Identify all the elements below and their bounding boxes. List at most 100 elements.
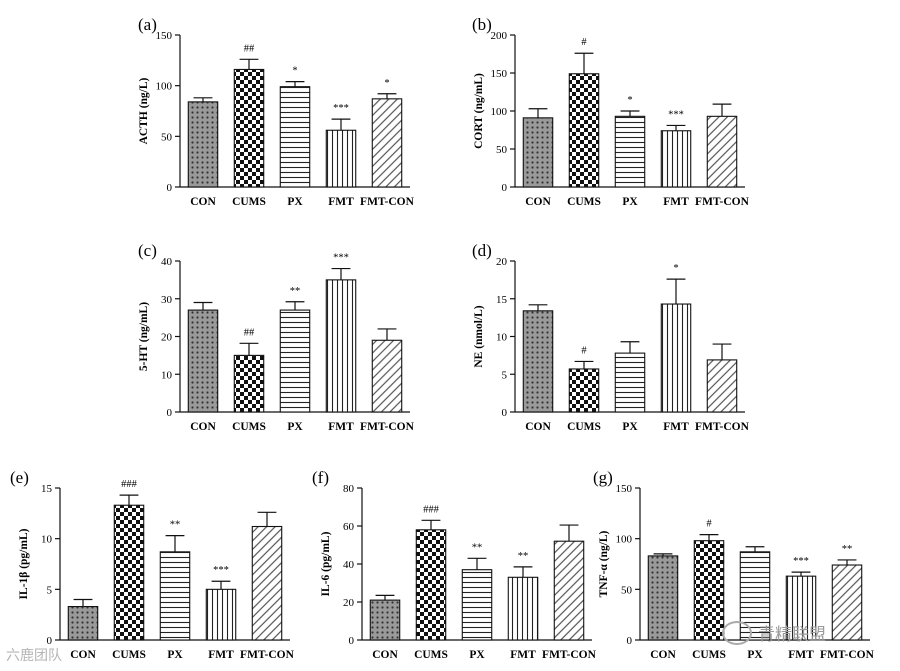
panel-label: (f) <box>312 468 329 487</box>
bar-fmt <box>785 575 817 641</box>
y-tick-label: 50 <box>161 131 173 143</box>
panel-label: (a) <box>138 15 157 34</box>
chart-panel-3: (c) 0 10 20 30 40 5-HT (ng/mL) CON ## CUMS ** PX ***… <box>138 241 415 433</box>
y-axis-label: IL-1β (pg/mL) <box>18 528 30 599</box>
bar-con <box>647 555 679 641</box>
y-tick-label: 10 <box>496 332 508 344</box>
x-tick-label: PX <box>469 649 485 661</box>
bar-fmt <box>507 576 539 641</box>
panel-label: (b) <box>472 15 492 34</box>
panel-label: (c) <box>138 241 157 260</box>
bar-fmt <box>205 588 237 641</box>
significance-label: * <box>627 95 632 106</box>
y-tick-label: 0 <box>627 635 633 647</box>
y-tick-label: 0 <box>349 635 355 647</box>
x-tick-label: CON <box>190 196 216 208</box>
y-tick-label: 20 <box>496 256 508 268</box>
bar-cums <box>568 368 600 413</box>
chart-panel-1: (a) 0 50 100 150 ACTH (ng/L) CON ## CUMS * PX *** FM… <box>138 15 415 208</box>
x-tick-label: PX <box>747 649 763 661</box>
y-tick-label: 100 <box>156 81 173 93</box>
x-tick-label: FMT-CON <box>360 421 415 433</box>
x-tick-label: FMT-CON <box>695 421 750 433</box>
bar-px <box>614 352 646 413</box>
significance-label: ** <box>842 544 853 555</box>
chart-panel-4: (d) 0 5 10 15 20 NE (nmol/L) CON # CUMS PX * FMT FMT-… <box>472 241 750 433</box>
x-tick-label: PX <box>287 196 303 208</box>
y-tick-label: 0 <box>502 182 508 194</box>
significance-label: # <box>581 345 587 356</box>
panel-label: (e) <box>10 468 29 487</box>
bar-cums <box>693 540 725 641</box>
watermark-bottom-left: 六鹿团队 <box>6 648 62 664</box>
y-tick-label: 10 <box>161 369 173 381</box>
significance-label: ### <box>423 504 440 515</box>
x-tick-label: PX <box>167 649 183 661</box>
bar-con <box>522 117 554 188</box>
y-axis-label: 5-HT (ng/mL) <box>138 302 150 371</box>
bar-fmt-con <box>706 359 738 413</box>
y-axis-label: TNF-α (ng/L) <box>598 530 610 597</box>
significance-label: ## <box>244 43 255 54</box>
x-tick-label: CON <box>372 649 398 661</box>
significance-label: # <box>706 519 712 530</box>
y-tick-label: 0 <box>47 635 53 647</box>
x-tick-label: FMT <box>208 649 234 661</box>
y-tick-label: 60 <box>343 521 355 533</box>
y-tick-label: 0 <box>167 182 173 194</box>
y-tick-label: 30 <box>161 294 173 306</box>
significance-label: ## <box>244 327 255 338</box>
significance-label: *** <box>668 109 684 120</box>
y-axis-label: ACTH (ng/L) <box>138 77 150 144</box>
bar-con <box>187 309 219 413</box>
x-tick-label: PX <box>622 196 638 208</box>
y-tick-label: 100 <box>491 106 508 118</box>
x-tick-label: CON <box>70 649 96 661</box>
significance-label: # <box>581 37 587 48</box>
x-tick-label: CON <box>525 196 551 208</box>
y-tick-label: 40 <box>343 559 355 571</box>
x-tick-label: CON <box>525 421 551 433</box>
significance-label: ### <box>121 479 138 490</box>
bar-con <box>187 101 219 188</box>
significance-label: ** <box>170 520 181 531</box>
bar-con <box>522 310 554 413</box>
bar-con <box>369 599 401 641</box>
significance-label: * <box>384 78 389 89</box>
bar-fmt-con <box>831 564 863 641</box>
y-tick-label: 20 <box>161 332 173 344</box>
x-tick-label: CUMS <box>112 649 146 661</box>
bar-con <box>67 606 99 641</box>
bar-fmt-con <box>371 98 403 188</box>
significance-label: ** <box>518 551 529 562</box>
significance-label: * <box>292 66 297 77</box>
x-tick-label: FMT-CON <box>695 196 750 208</box>
x-tick-label: FMT <box>788 649 814 661</box>
y-axis-label: CORT (ng/mL) <box>473 73 485 149</box>
y-tick-label: 5 <box>502 369 508 381</box>
panel-label: (d) <box>472 241 492 260</box>
x-tick-label: FMT <box>663 421 689 433</box>
x-tick-label: PX <box>287 421 303 433</box>
watermark: 青精联盟 <box>722 620 826 645</box>
significance-label: ** <box>472 542 483 553</box>
y-tick-label: 40 <box>161 256 173 268</box>
bar-px <box>159 551 191 641</box>
y-tick-label: 150 <box>156 30 173 42</box>
bar-px <box>461 569 493 641</box>
x-tick-label: CON <box>650 649 676 661</box>
bar-fmt <box>325 129 357 188</box>
bar-cums <box>415 529 447 641</box>
y-tick-label: 80 <box>343 483 355 495</box>
bar-fmt <box>325 279 357 413</box>
x-tick-label: CUMS <box>692 649 726 661</box>
bar-fmt-con <box>553 540 585 641</box>
bar-cums <box>233 354 265 413</box>
x-tick-label: FMT-CON <box>542 649 597 661</box>
bar-fmt-con <box>251 525 283 641</box>
chart-panel-7: (g) 0 50 100 150 TNF-α (ng/L) CON # CUMS PX *** FMT… <box>593 468 875 661</box>
significance-label: ** <box>290 286 301 297</box>
y-tick-label: 0 <box>502 407 508 419</box>
chart-panel-6: (f) 0 20 40 60 80 IL-6 (pg/mL) CON ### CUMS ** PX **… <box>312 468 597 661</box>
significance-label: *** <box>793 556 809 567</box>
